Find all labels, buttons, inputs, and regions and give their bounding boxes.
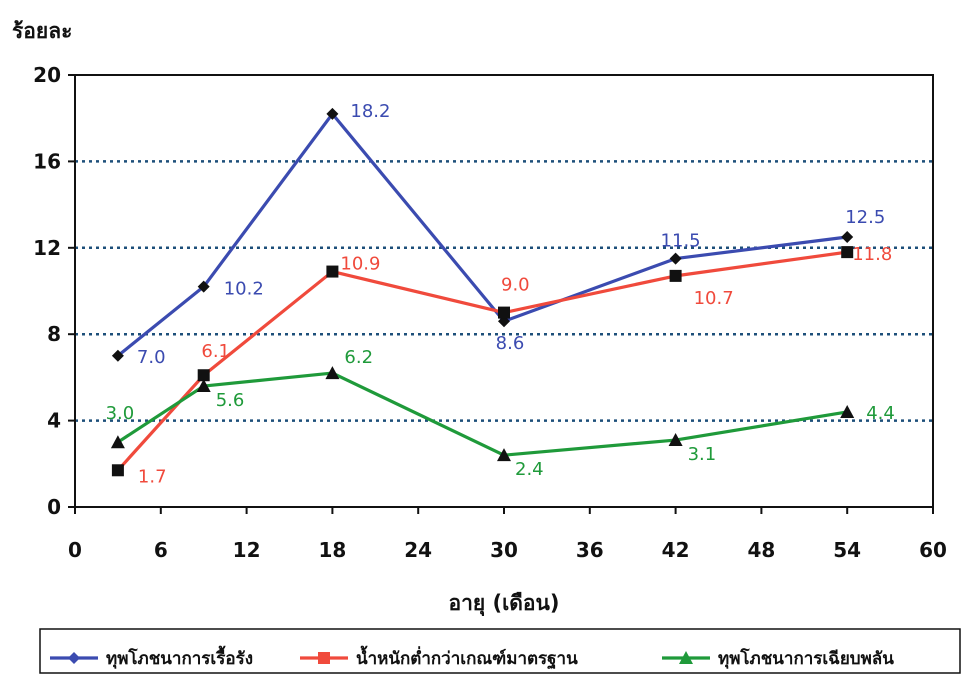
legend-box [39,628,961,674]
data-label: 9.0 [501,275,530,296]
legend-label: น้ำหนักต่ำกว่าเกณฑ์มาตรฐาน [356,645,578,670]
legend-item: น้ำหนักต่ำกว่าเกณฑ์มาตรฐาน [300,645,578,670]
data-label: 12.5 [845,207,885,228]
data-point [669,269,682,282]
data-label: 8.6 [496,333,525,354]
legend-item: ทุพโภชนาการเฉียบพลัน [662,648,894,669]
data-point [497,448,511,462]
data-label: 6.2 [344,347,373,368]
data-point [326,265,339,278]
data-labels: 7.0 10.2 18.2 8.6 11.5 12.5 1.7 6.1 10.9 9.0 10.7 1… [106,101,895,487]
data-label: 10.2 [224,279,264,300]
legend-item: ทุพโภชนาการเรื้อรัง [50,645,253,669]
legend-label: ทุพโภชนาการเรื้อรัง [106,645,253,669]
data-label: 18.2 [350,101,390,122]
y-tick-label: 12 [33,236,61,260]
y-tick-label: 4 [47,409,61,433]
x-axis-title: อายุ (เดือน) [449,591,560,617]
x-tick-label: 30 [490,538,518,562]
x-tick-label: 60 [919,538,947,562]
y-axis-title: ร้อยละ [12,19,72,43]
data-point [326,107,339,120]
x-tick-label: 48 [747,538,775,562]
data-label: 7.0 [137,347,166,368]
data-point [110,435,125,449]
x-tick-label: 42 [662,538,690,562]
y-tick-label: 16 [33,149,61,173]
legend-marker [68,652,80,664]
data-point [840,404,855,418]
x-tick-label: 24 [404,538,432,562]
x-tick-label: 18 [318,538,346,562]
data-label: 11.8 [852,244,892,265]
legend: ทุพโภชนาการเรื้อรัง น้ำหนักต่ำกว่าเกณฑ์มา… [39,628,961,674]
y-tick-label: 8 [47,322,61,346]
data-point [325,366,340,380]
data-point [841,231,854,243]
legend-marker [679,651,693,664]
data-point [197,280,210,293]
data-label: 3.0 [106,403,135,424]
y-tick-label: 20 [33,63,61,87]
series [110,107,855,477]
data-point [196,379,211,393]
series-line [117,371,848,457]
axes [68,74,934,514]
data-label: 10.7 [694,288,734,309]
data-point [841,246,854,259]
x-tick-label: 12 [233,538,261,562]
x-tick-label: 36 [576,538,604,562]
data-label: 11.5 [661,231,701,252]
data-point [668,433,683,447]
data-point [197,369,210,382]
series-line [116,112,848,358]
legend-marker [318,652,330,664]
series-line [116,250,848,472]
data-label: 5.6 [216,390,245,411]
series-1 [111,107,854,362]
data-point [498,306,510,319]
data-point [111,349,124,362]
series-2 [111,246,854,477]
data-label: 2.4 [515,459,544,480]
y-tick-label: 0 [47,495,61,519]
data-point [669,252,682,265]
data-label: 1.7 [138,466,167,487]
x-tick-label: 6 [154,538,168,562]
series-3 [110,366,855,462]
data-label: 10.9 [340,254,380,275]
data-label: 4.4 [866,403,895,424]
x-tick-label: 0 [68,538,82,562]
legend-label: ทุพโภชนาการเฉียบพลัน [718,648,894,669]
data-label: 6.1 [201,341,230,362]
data-label: 3.1 [688,444,717,465]
x-tick-label: 54 [833,538,861,562]
data-point [111,464,124,477]
